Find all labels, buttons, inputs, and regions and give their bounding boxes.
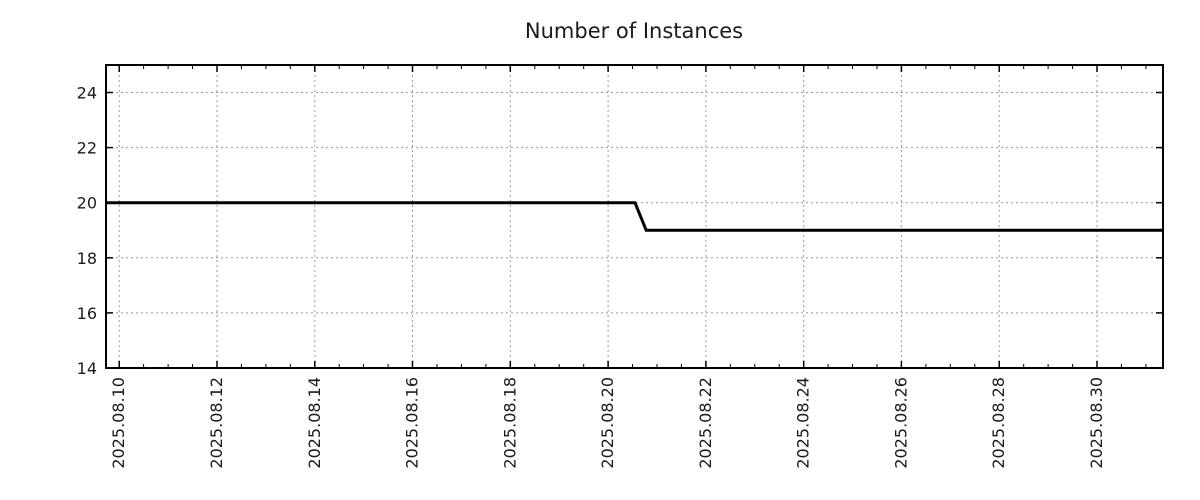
x-tick-label: 2025.08.14	[305, 377, 324, 469]
series-line-instance-count	[106, 201, 1163, 232]
plot-border	[105, 64, 1164, 369]
chart-title: Number of Instances	[525, 19, 743, 43]
y-axis-labels: 14 16 18 20 22 24	[77, 84, 97, 379]
series-layer	[106, 201, 1163, 232]
x-tick-label: 2025.08.28	[989, 377, 1008, 469]
y-tick-label: 14	[77, 359, 97, 378]
x-tick-label: 2025.08.22	[696, 377, 715, 469]
y-tick-label: 20	[77, 194, 97, 213]
x-tick-label: 2025.08.26	[891, 377, 910, 469]
x-tick-label: 2025.08.16	[403, 377, 422, 469]
y-tick-label: 16	[77, 304, 97, 323]
x-tick-label: 2025.08.30	[1087, 377, 1106, 469]
x-tick-label: 2025.08.20	[598, 377, 617, 469]
y-tick-label: 22	[77, 139, 97, 158]
grid-layer	[106, 65, 1163, 368]
x-tick-label: 2025.08.12	[207, 377, 226, 469]
x-tick-label: 2025.08.18	[500, 377, 519, 469]
y-tick-label: 24	[77, 84, 97, 103]
tick-layer	[106, 65, 1163, 369]
y-tick-label: 18	[77, 249, 97, 268]
x-tick-label: 2025.08.24	[794, 377, 813, 469]
x-axis-labels: 2025.08.10 2025.08.12 2025.08.14 2025.08.16…	[109, 377, 1106, 469]
x-tick-label: 2025.08.10	[109, 377, 128, 469]
